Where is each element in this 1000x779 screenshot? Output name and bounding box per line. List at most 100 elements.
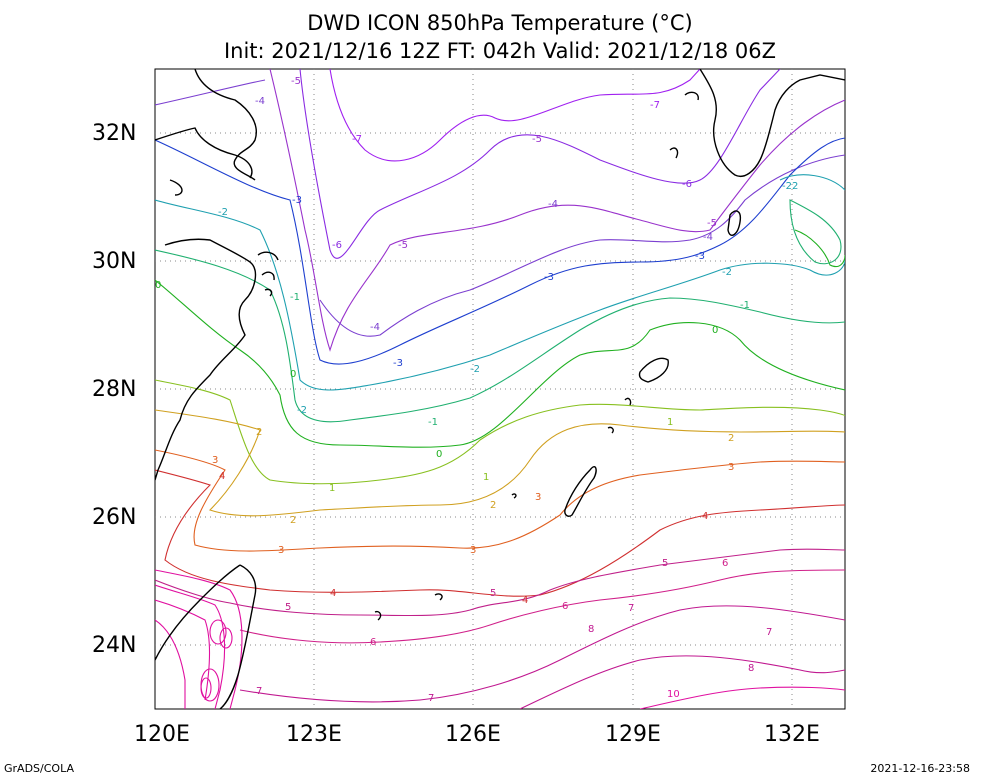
- contour-label: 2: [290, 515, 296, 526]
- taiwan-warm-cluster: [155, 569, 243, 709]
- lat-tick-label: 24N: [92, 633, 137, 658]
- contour-4: [155, 469, 845, 597]
- lon-tick-label: 123E: [286, 722, 342, 747]
- contour-label: -6: [682, 179, 692, 190]
- contour-label: 3: [535, 492, 541, 503]
- coast-kyushu-islands: [669, 91, 742, 236]
- contour-label: 3: [278, 545, 284, 556]
- lat-tick-label: 28N: [92, 377, 137, 402]
- contour-label: -5: [532, 134, 542, 145]
- contour-label: -3: [544, 272, 554, 283]
- contour-label: 7: [628, 603, 634, 614]
- contour-label: -1: [290, 292, 300, 303]
- contour-0: [155, 229, 845, 448]
- coastlines: [155, 69, 845, 709]
- contour-label: 8: [748, 663, 754, 674]
- contour-label: -1: [740, 300, 750, 311]
- grid: [155, 69, 845, 709]
- contour-minus22: [789, 199, 842, 265]
- contour-label: -6: [332, 240, 342, 251]
- contour-label: 1: [329, 483, 335, 494]
- contour-label: 3: [728, 462, 734, 473]
- contour-7: [239, 605, 845, 703]
- contour-minus6: [299, 69, 781, 259]
- contour-label: -5: [707, 218, 717, 229]
- contour-label: -5: [291, 76, 301, 87]
- contour-label: 0: [712, 325, 718, 336]
- coast-china-north: [194, 69, 257, 181]
- map-title: DWD ICON 850hPa Temperature (°C): [307, 11, 693, 35]
- contour-label: 4: [522, 595, 528, 606]
- contour-label: 3: [470, 545, 476, 556]
- contour-label: 8: [588, 624, 594, 635]
- contour-label: -4: [703, 232, 713, 243]
- contour-label: -7: [650, 100, 660, 111]
- contour-label: -2: [218, 207, 228, 218]
- contour-label: 3: [212, 455, 218, 466]
- contour-label: -3: [393, 358, 403, 369]
- contour-label: 7: [766, 627, 772, 638]
- contour-minus3: [155, 137, 845, 365]
- coast-china-south: [155, 238, 257, 481]
- contour-label: -3: [292, 195, 302, 206]
- contour-label: 2: [728, 433, 734, 444]
- coast-taiwan: [155, 564, 257, 709]
- contour-label: 4: [330, 588, 336, 599]
- lon-tick-label: 120E: [134, 722, 190, 747]
- contour-label: -1: [428, 417, 438, 428]
- contour-3: [155, 449, 845, 552]
- contour-label: 7: [256, 686, 262, 697]
- contour-labels: -5 -4 -7 -5 -7 -3 -6 -5 -4 -6 -5 -4 -3 -…: [155, 76, 798, 704]
- contour-label: -4: [255, 96, 265, 107]
- contour-label: 6: [722, 558, 728, 569]
- contour-5: [155, 548, 845, 617]
- contour-6: [239, 569, 845, 644]
- contour-label: 2: [256, 427, 262, 438]
- contour-label: 7: [428, 693, 434, 704]
- contour-label: 5: [285, 602, 291, 613]
- contour-minus2: [155, 174, 845, 391]
- contour-label: 6: [562, 601, 568, 612]
- contour-label: 1: [483, 472, 489, 483]
- contour-8: [519, 655, 845, 709]
- contour-label: -7: [352, 134, 362, 145]
- lon-tick-label: 132E: [764, 722, 820, 747]
- contour-label: -5: [398, 240, 408, 251]
- coast-small-islands: [374, 397, 632, 621]
- contour-label: 5: [662, 558, 668, 569]
- contour-label: -2: [722, 267, 732, 278]
- contour-label: -3: [695, 251, 705, 262]
- contour-label: -2: [470, 364, 480, 375]
- contour-minus5: [269, 69, 845, 352]
- contour-minus4: [155, 79, 845, 337]
- lon-tick-label: 126E: [445, 722, 501, 747]
- software-credit: GrADS/COLA: [4, 762, 74, 775]
- contour-minus7: [329, 69, 701, 162]
- contour-label: 5: [490, 588, 496, 599]
- contour-label: -4: [370, 322, 380, 333]
- timestamp: 2021-12-16-23:58: [870, 762, 970, 775]
- contour-label: 4: [219, 471, 225, 482]
- coast-yangtze: [155, 127, 253, 196]
- contour-1: [155, 379, 845, 485]
- contour-label: -4: [548, 199, 558, 210]
- coast-zhoushan: [257, 251, 279, 297]
- contour-label: 4: [702, 511, 708, 522]
- lat-tick-label: 32N: [92, 121, 137, 146]
- contour-minus1: [155, 249, 845, 423]
- coast-okinawa: [564, 466, 597, 517]
- lat-tick-label: 30N: [92, 249, 137, 274]
- coast-amami: [638, 357, 669, 383]
- lon-tick-label: 129E: [605, 722, 661, 747]
- contour-label: 0: [290, 369, 296, 380]
- contour-label: 0: [155, 280, 161, 291]
- map-subtitle: Init: 2021/12/16 12Z FT: 042h Valid: 202…: [223, 39, 777, 63]
- contour-label: -2: [297, 405, 307, 416]
- contour-2: [155, 409, 845, 517]
- contour-label: 1: [667, 417, 673, 428]
- coast-kyushu: [699, 69, 845, 177]
- contour-label: 0: [436, 449, 442, 460]
- contour-label: 2: [490, 500, 496, 511]
- contour-label: -22: [782, 181, 798, 192]
